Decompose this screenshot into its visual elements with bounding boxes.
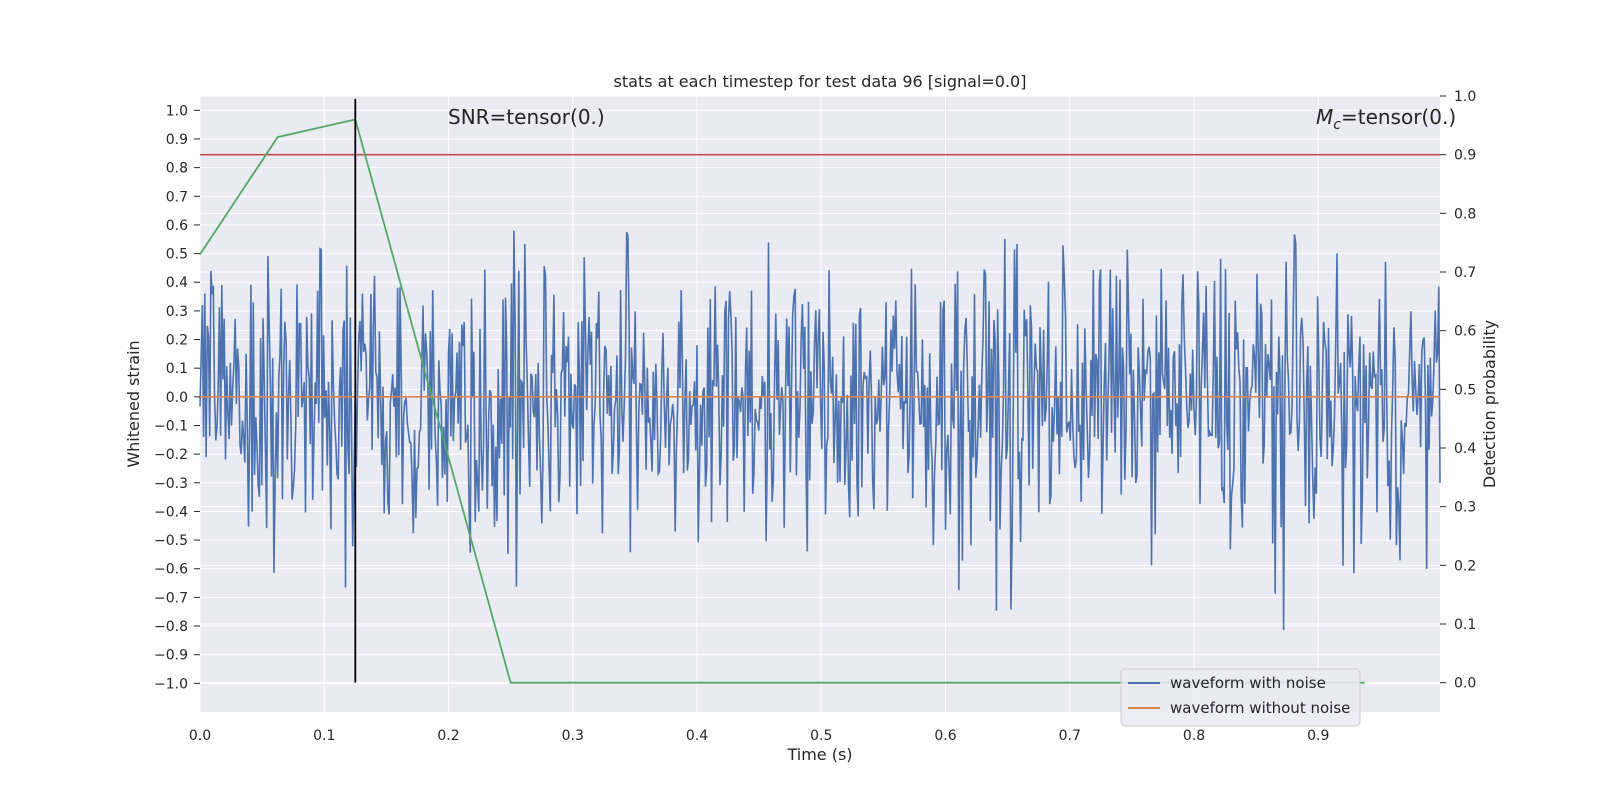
y-tick-label-left: 0.8: [166, 161, 188, 177]
x-axis-label: Time (s): [786, 745, 852, 764]
y-tick-label-left: −0.8: [154, 619, 188, 635]
x-tick-label: 0.1: [313, 728, 335, 744]
mc-subscript: c: [1333, 117, 1341, 133]
x-tick-label: 0.3: [562, 728, 584, 744]
data-layer: [199, 98, 1441, 684]
x-tick-label: 0.2: [437, 728, 459, 744]
snr-annotation: SNR=tensor(0.): [448, 105, 605, 129]
y-tick-label-right: 0.8: [1454, 206, 1476, 222]
series-waveform-with-noise: [199, 230, 1441, 631]
x-tick-label: 0.5: [810, 728, 832, 744]
grid: [199, 95, 1440, 712]
y-tick-label-right: 0.1: [1454, 617, 1476, 633]
y-tick-label-left: −0.6: [154, 562, 188, 578]
y-tick-label-right: 0.2: [1454, 558, 1476, 574]
y-tick-label-right: 0.9: [1454, 148, 1476, 164]
y-tick-label-left: −0.7: [154, 590, 188, 606]
y-tick-label-left: 0.0: [166, 390, 188, 406]
y-tick-label-right: 0.5: [1454, 382, 1476, 398]
y-tick-label-left: 0.7: [166, 189, 188, 205]
mc-value: =tensor(0.): [1341, 105, 1456, 129]
x-tick-label: 0.9: [1307, 728, 1329, 744]
ticks: 0.0 0.1 0.2 0.3 0.4 0.5 0.6 0.7 0.8 0.9 1.0 0.9 0.8 0…: [154, 89, 1476, 744]
y-tick-label-left: −1.0: [154, 676, 188, 692]
y-tick-label-right: 0.6: [1454, 324, 1476, 340]
x-tick-label: 0.4: [686, 728, 708, 744]
chart-title: stats at each timestep for test data 96 …: [614, 72, 1027, 91]
y-tick-label-left: 0.9: [166, 132, 188, 148]
y-tick-label-left: 0.1: [166, 361, 188, 377]
y-tick-label-right: 0.4: [1454, 441, 1476, 457]
x-tick-label: 0.0: [189, 728, 211, 744]
y-tick-label-left: −0.4: [154, 504, 188, 520]
y-tick-label-left: 0.3: [166, 304, 188, 320]
y-tick-label-right: 0.3: [1454, 500, 1476, 516]
legend: waveform with noise waveform without noi…: [1120, 668, 1361, 727]
y-tick-label-left: 0.6: [166, 218, 188, 234]
y-tick-label-left: 0.2: [166, 333, 188, 349]
mc-symbol: M: [1316, 105, 1333, 129]
y-tick-label-right: 1.0: [1454, 89, 1476, 105]
legend-label-noisy: waveform with noise: [1170, 674, 1326, 692]
x-tick-label: 0.7: [1059, 728, 1081, 744]
legend-box: [1120, 668, 1361, 727]
y-tick-label-left: 0.4: [166, 275, 188, 291]
y-tick-label-left: −0.9: [154, 648, 188, 664]
legend-label-clean: waveform without noise: [1170, 699, 1350, 717]
x-tick-label: 0.8: [1183, 728, 1205, 744]
y-tick-label-left: −0.5: [154, 533, 188, 549]
y-axis-label-left: Whitened strain: [124, 340, 143, 467]
y-tick-label-left: −0.3: [154, 476, 188, 492]
y-tick-label-right: 0.7: [1454, 265, 1476, 281]
y-tick-label-left: 1.0: [166, 103, 188, 119]
y-tick-label-right: 0.0: [1454, 676, 1476, 692]
y-axis-label-right: Detection probability: [1480, 320, 1499, 488]
y-tick-label-left: −0.1: [154, 418, 188, 434]
y-tick-label-left: 0.5: [166, 247, 188, 263]
mc-annotation: Mc=tensor(0.): [1316, 105, 1456, 133]
x-tick-label: 0.6: [934, 728, 956, 744]
y-tick-label-left: −0.2: [154, 447, 188, 463]
